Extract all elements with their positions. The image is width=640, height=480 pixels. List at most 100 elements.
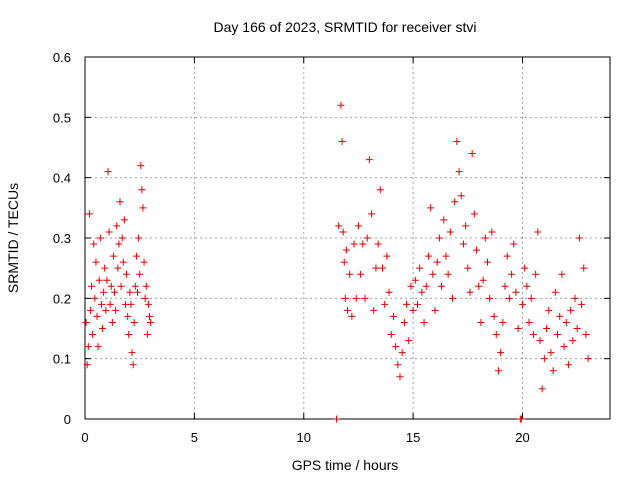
data-point <box>523 282 531 290</box>
data-point <box>580 264 588 272</box>
data-point <box>372 264 380 272</box>
data-point <box>394 361 402 369</box>
data-point <box>505 294 513 302</box>
data-point <box>143 331 151 339</box>
data-point <box>125 331 133 339</box>
data-point <box>93 312 101 320</box>
data-point <box>113 222 121 230</box>
data-point <box>529 331 537 339</box>
data-point <box>135 234 143 242</box>
data-point <box>517 415 525 423</box>
data-point <box>91 294 99 302</box>
data-point <box>361 294 369 302</box>
data-point <box>132 252 140 260</box>
data-point <box>115 240 123 248</box>
data-point <box>464 264 472 272</box>
data-point <box>342 246 350 254</box>
data-point <box>578 300 586 308</box>
y-tick-label: 0.1 <box>53 352 71 367</box>
data-point <box>97 300 105 308</box>
data-point <box>112 306 120 314</box>
data-point <box>134 288 141 296</box>
data-point <box>107 282 115 290</box>
data-point <box>344 306 351 314</box>
data-point <box>424 252 432 260</box>
data-point <box>440 216 448 224</box>
data-point <box>118 234 126 242</box>
data-point <box>527 294 535 302</box>
y-tick-label: 0.5 <box>53 110 71 125</box>
data-point <box>560 343 568 351</box>
data-point <box>352 294 360 302</box>
data-point <box>127 300 135 308</box>
data-point <box>473 246 481 254</box>
data-point <box>409 306 417 314</box>
data-point <box>398 349 406 357</box>
data-point <box>427 204 435 212</box>
data-point <box>484 258 491 266</box>
data-point <box>470 210 478 218</box>
data-point <box>420 318 428 326</box>
data-point <box>376 186 384 194</box>
data-point <box>497 349 505 357</box>
data-point <box>86 306 94 314</box>
data-point <box>146 312 154 320</box>
data-point <box>490 312 498 320</box>
data-point <box>95 276 103 284</box>
data-points <box>82 101 592 423</box>
x-tick-label: 20 <box>515 430 529 445</box>
data-point <box>374 240 382 248</box>
data-point <box>508 270 516 278</box>
data-point <box>139 204 147 212</box>
data-point <box>534 228 542 236</box>
data-point <box>429 270 437 278</box>
y-tick-label: 0.4 <box>53 171 71 186</box>
x-tick-label: 10 <box>297 430 311 445</box>
data-point <box>89 331 97 339</box>
data-point <box>128 349 136 357</box>
x-tick-label: 0 <box>81 430 88 445</box>
gridlines <box>85 57 610 419</box>
data-point <box>582 331 590 339</box>
data-point <box>435 234 443 242</box>
data-point <box>117 282 125 290</box>
data-point <box>142 282 150 290</box>
data-point <box>96 234 104 242</box>
data-point <box>136 270 144 278</box>
data-point <box>354 222 362 230</box>
data-point <box>532 270 540 278</box>
data-point <box>340 258 348 266</box>
data-point <box>333 415 341 423</box>
data-point <box>540 355 548 363</box>
data-point <box>348 312 356 320</box>
data-point <box>444 270 452 278</box>
data-point <box>536 337 544 345</box>
data-point <box>556 312 564 320</box>
data-point <box>370 306 378 314</box>
data-point <box>462 222 470 230</box>
data-point <box>455 168 463 176</box>
data-point <box>141 294 149 302</box>
x-tick-label: 5 <box>191 430 198 445</box>
data-point <box>468 150 476 158</box>
data-point <box>109 252 117 260</box>
data-point <box>101 264 109 272</box>
data-point <box>512 288 520 296</box>
data-point <box>479 276 487 284</box>
data-point <box>411 276 419 284</box>
data-point <box>130 318 138 326</box>
y-tick-label: 0.3 <box>53 231 71 246</box>
data-point <box>114 264 122 272</box>
data-point <box>357 270 365 278</box>
axis-ticks: 0 0.1 0.2 0.3 0.4 0.5 0.6 0 5 10 15 20 <box>53 50 610 445</box>
data-point <box>119 258 127 266</box>
data-point <box>459 240 467 248</box>
data-point <box>414 300 421 308</box>
data-point <box>573 325 581 332</box>
data-point <box>575 234 583 242</box>
data-point <box>102 306 110 314</box>
data-point <box>492 331 500 339</box>
data-point <box>103 276 111 284</box>
data-point <box>129 361 137 369</box>
data-point <box>83 361 91 369</box>
